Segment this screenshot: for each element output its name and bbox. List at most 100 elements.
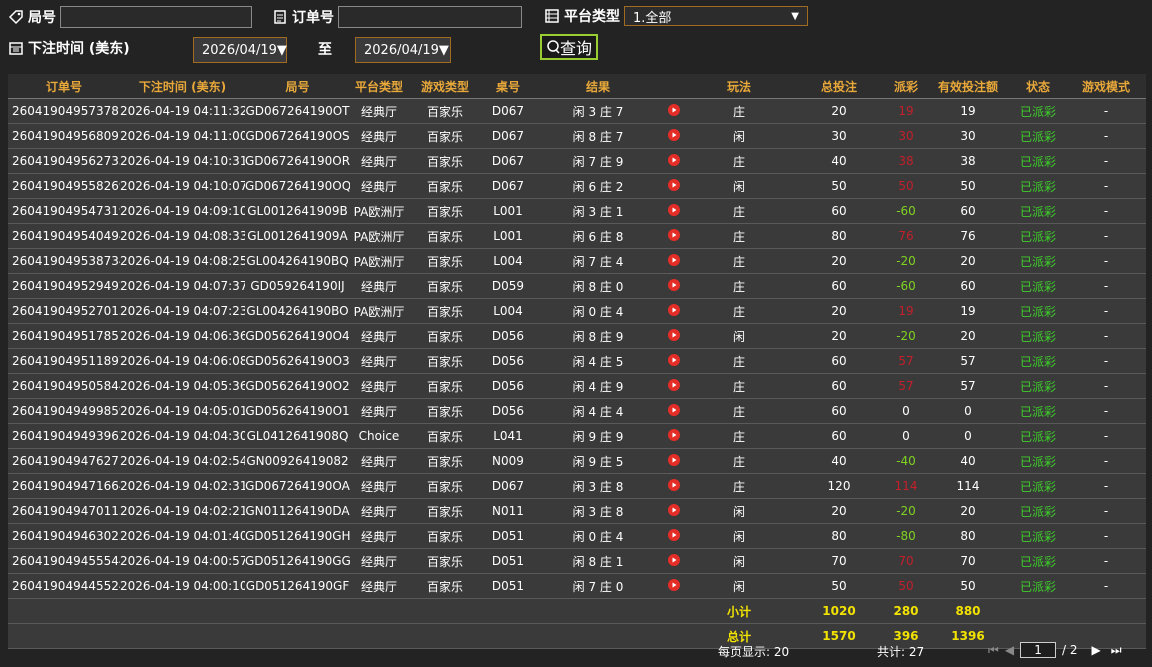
cell: 闲 7 庄 9 [534, 148, 662, 174]
cell: PA欧洲厅 [350, 248, 408, 274]
video-icon-cell [662, 173, 686, 199]
cell: 260419049527015 [8, 298, 120, 324]
platform-select[interactable]: 1.全部 ▼ [624, 6, 808, 26]
cell: D067 [482, 173, 534, 199]
video-icon-cell [662, 498, 686, 524]
empty-cell [245, 598, 350, 624]
video-icon[interactable] [668, 328, 680, 341]
video-icon[interactable] [668, 428, 680, 441]
date-to-select[interactable]: 2026/04/19▼ [355, 37, 451, 63]
table-row: 260419049527015 2026-04-19 04:07:23 GL0042… [8, 298, 1146, 324]
cell: 80 [926, 523, 1010, 549]
cell: GD051264190GF [245, 573, 350, 599]
cell: 260419049470115 [8, 498, 120, 524]
round-input[interactable] [60, 6, 252, 28]
cell: GD056264190O4 [245, 323, 350, 349]
next-page[interactable]: ▶ [1091, 643, 1101, 657]
count: 共计: 27 [877, 645, 925, 659]
column-header: 状态 [1010, 74, 1066, 99]
table-row: 260419049529492 2026-04-19 04:07:37 GD0592… [8, 273, 1146, 299]
video-icon[interactable] [668, 153, 680, 166]
table-row: 260419049493962 2026-04-19 04:04:30 GL0412… [8, 423, 1146, 449]
cell: 闲 9 庄 9 [534, 423, 662, 449]
cell: 闲 [686, 173, 792, 199]
cell: -20 [886, 323, 926, 349]
query-button[interactable]: 查询 [540, 34, 598, 60]
cell: 庄 [686, 298, 792, 324]
video-icon[interactable] [668, 203, 680, 216]
video-icon[interactable] [668, 253, 680, 266]
video-icon[interactable] [668, 103, 680, 116]
cell: D056 [482, 373, 534, 399]
video-icon[interactable] [668, 303, 680, 316]
header-row: 订单号 下注时间 (美东) 局号 平台类型 游戏类型 桌号 结果 玩法 总投注 派彩 有效投注额 状态… [8, 74, 1146, 99]
date-from-select[interactable]: 2026/04/19▼ [193, 37, 287, 63]
video-icon[interactable] [668, 278, 680, 291]
video-icon[interactable] [668, 128, 680, 141]
cell: 20 [926, 248, 1010, 274]
table-row: 260419049562733 2026-04-19 04:10:31 GD0672… [8, 148, 1146, 174]
prev-page[interactable]: ◀ [1004, 643, 1015, 657]
video-icon[interactable] [668, 503, 680, 516]
cell: 2026-04-19 04:05:36 [120, 373, 245, 399]
cell: D056 [482, 398, 534, 424]
cell: - [1066, 573, 1146, 599]
cell: 已派彩 [1010, 548, 1066, 574]
cell: 260419049573781 [8, 98, 120, 124]
cell: - [1066, 98, 1146, 124]
video-icon[interactable] [668, 553, 680, 566]
last-page[interactable]: ⏭ [1110, 642, 1122, 657]
table-row: 260419049540494 2026-04-19 04:08:33 GL0012… [8, 223, 1146, 249]
video-icon[interactable] [668, 353, 680, 366]
video-icon-cell [662, 198, 686, 224]
cell: 闲 4 庄 5 [534, 348, 662, 374]
label: 局号 [28, 10, 56, 26]
first-page[interactable]: ⏮ [988, 642, 999, 657]
empty-cell [8, 623, 120, 649]
table-body: 260419049573781 2026-04-19 04:11:32 GD0672… [8, 98, 1146, 649]
cell: 60 [792, 348, 886, 374]
cell: GN00926419082 [245, 448, 350, 474]
cell: 114 [926, 473, 1010, 499]
cell: D059 [482, 273, 534, 299]
video-icon-cell [662, 548, 686, 574]
cell: 60 [792, 423, 886, 449]
cell: - [1066, 498, 1146, 524]
page-total: / 2 [1062, 643, 1078, 657]
page-input[interactable]: 1 [1020, 642, 1057, 658]
cell: 经典厅 [350, 573, 408, 599]
cell: N009 [482, 448, 534, 474]
cell: 57 [926, 373, 1010, 399]
video-icon[interactable] [668, 453, 680, 466]
empty-cell [1066, 623, 1146, 649]
cell: 庄 [686, 473, 792, 499]
cell: 闲 3 庄 1 [534, 198, 662, 224]
video-icon[interactable] [668, 403, 680, 416]
cell: 19 [886, 98, 926, 124]
video-icon[interactable] [668, 478, 680, 491]
cell: 庄 [686, 398, 792, 424]
video-icon[interactable] [668, 378, 680, 391]
cell: - [1066, 198, 1146, 224]
label: 订单号 [292, 10, 334, 26]
video-icon[interactable] [668, 528, 680, 541]
cell: - [1066, 323, 1146, 349]
cell: 260419049540494 [8, 223, 120, 249]
order-input[interactable] [338, 6, 522, 28]
cell: 76 [926, 223, 1010, 249]
label: 至 [318, 42, 332, 58]
cell: 60 [792, 198, 886, 224]
empty-cell [245, 623, 350, 649]
cell: 已派彩 [1010, 573, 1066, 599]
cell: 30 [886, 123, 926, 149]
cell: 百家乐 [408, 123, 482, 149]
video-icon[interactable] [668, 178, 680, 191]
cell: 50 [792, 173, 886, 199]
cell: 百家乐 [408, 98, 482, 124]
round-filter: 局号 [8, 6, 252, 28]
cell: 闲 [686, 548, 792, 574]
video-icon[interactable] [668, 578, 680, 591]
cell: - [1066, 473, 1146, 499]
video-icon[interactable] [668, 228, 680, 241]
